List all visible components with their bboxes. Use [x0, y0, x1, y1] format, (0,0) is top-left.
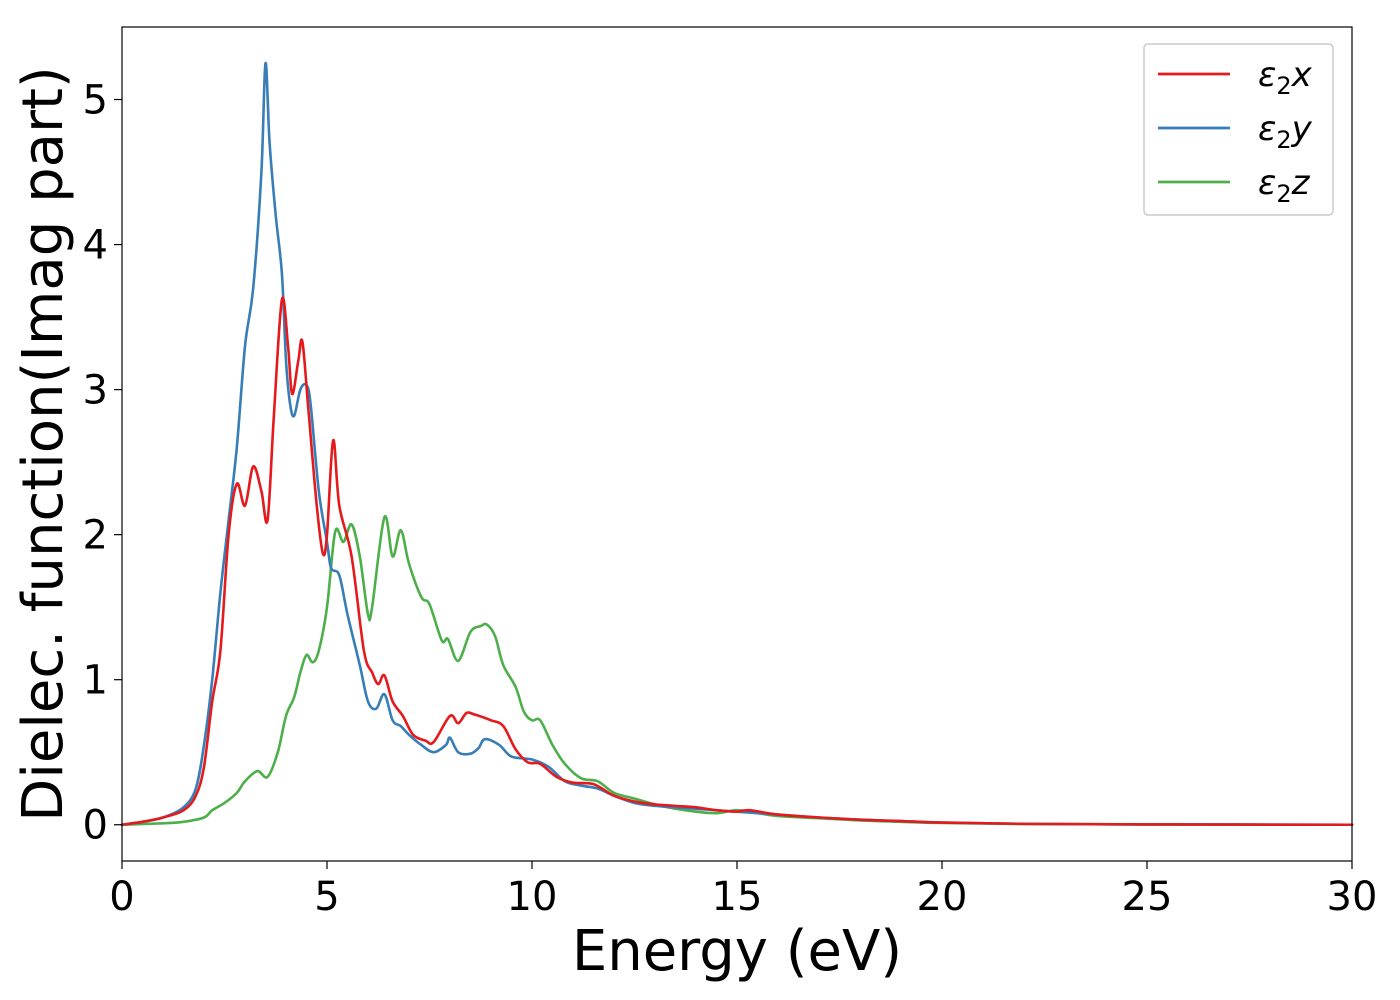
legend-label-z: ε2z	[1258, 163, 1311, 208]
x-axis-label: Energy (eV)	[572, 919, 902, 984]
x-tick-label: 5	[314, 874, 339, 920]
series-line-x	[120, 296, 1354, 827]
y-tick-label: 5	[83, 78, 108, 124]
x-tick-label: 25	[1122, 874, 1173, 920]
y-axis-ticks: 0 1 2 3 4 5	[83, 78, 122, 849]
y-tick-label: 4	[83, 223, 108, 269]
x-tick-label: 20	[917, 874, 968, 920]
series-line-z	[120, 515, 1354, 827]
x-tick-label: 10	[507, 874, 558, 920]
legend-label-x: ε2x	[1258, 55, 1313, 100]
y-tick-label: 0	[83, 803, 108, 849]
x-tick-label: 15	[712, 874, 763, 920]
legend-box	[1143, 43, 1334, 216]
y-tick-label: 3	[83, 368, 108, 414]
y-tick-label: 2	[83, 513, 108, 559]
series-layer	[120, 61, 1354, 827]
x-tick-label: 0	[109, 874, 134, 920]
series-line-y	[120, 61, 1354, 827]
y-axis-label: Dielec. function(Imag part)	[11, 66, 76, 822]
legend: ε2x ε2y ε2z	[1143, 43, 1334, 216]
y-tick-label: 1	[83, 658, 108, 704]
x-axis-ticks: 0 5 10 15 20 25 30	[109, 861, 1377, 920]
legend-label-y: ε2y	[1258, 109, 1313, 154]
x-tick-label: 30	[1327, 874, 1378, 920]
